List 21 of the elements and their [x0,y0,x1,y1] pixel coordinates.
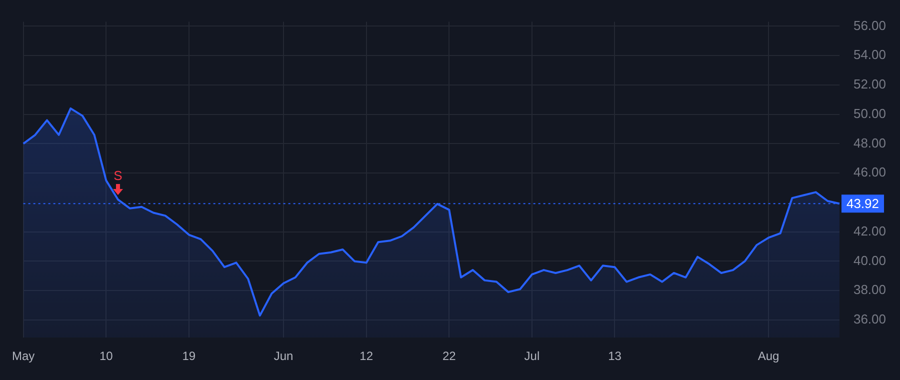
x-tick-label: 19 [182,349,196,364]
y-tick-label: 42.00 [853,223,886,238]
y-tick-label: 36.00 [853,312,886,327]
ref-line-label: 43.92 [846,196,880,212]
x-tick-label: 10 [99,349,114,364]
y-tick-label: 38.00 [853,282,886,298]
y-tick-label: 56.00 [853,18,886,33]
y-tick-label: 50.00 [853,106,886,121]
x-tick-label: 13 [608,349,622,364]
y-tick-label: 46.00 [853,164,886,180]
x-tick-label: Jul [524,349,540,364]
y-tick-label: 48.00 [853,135,886,150]
y-tick-label: 40.00 [853,252,886,268]
x-tick-label: Aug [758,349,780,364]
x-tick-label: 22 [442,349,456,364]
x-tick-label: 12 [360,349,374,364]
x-tick-label: May [12,349,35,364]
annotation: S [114,168,123,184]
y-tick-label: 52.00 [853,76,886,92]
x-tick-label: Jun [274,349,294,364]
y-tick-label: 54.00 [853,47,886,62]
